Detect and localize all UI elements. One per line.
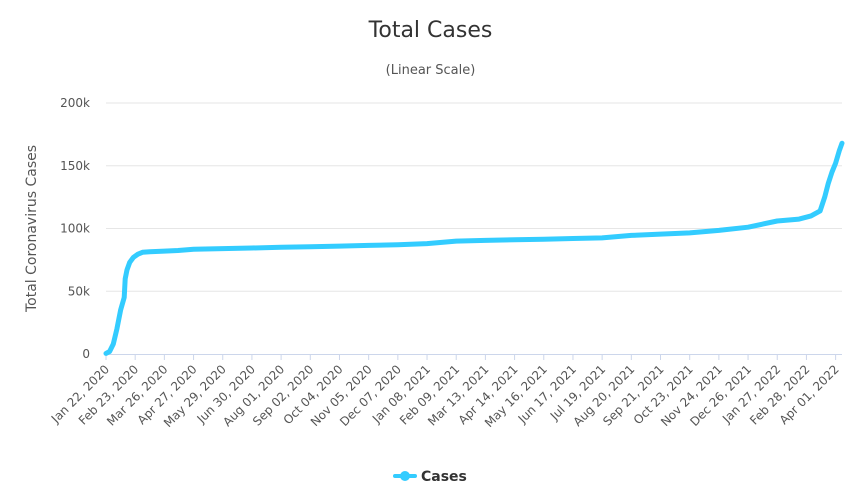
y-tick-label: 0 xyxy=(82,347,90,361)
gridlines xyxy=(106,102,842,292)
chart-title: Total Cases xyxy=(368,18,493,43)
y-axis-ticks: 0 50k 100k 150k 200k xyxy=(60,96,90,361)
y-tick-label: 200k xyxy=(60,96,90,110)
series-layer xyxy=(103,140,845,356)
legend[interactable]: Cases xyxy=(393,469,467,485)
series-line-cases[interactable] xyxy=(103,140,845,356)
y-tick-label: 100k xyxy=(60,222,90,236)
legend-series-marker xyxy=(400,471,410,481)
y-axis-title: Total Coronavirus Cases xyxy=(24,145,40,313)
y-tick-label: 50k xyxy=(68,284,90,298)
legend-item-cases[interactable]: Cases xyxy=(421,469,467,485)
y-tick-label: 150k xyxy=(60,159,90,173)
chart-subtitle: (Linear Scale) xyxy=(385,63,476,78)
